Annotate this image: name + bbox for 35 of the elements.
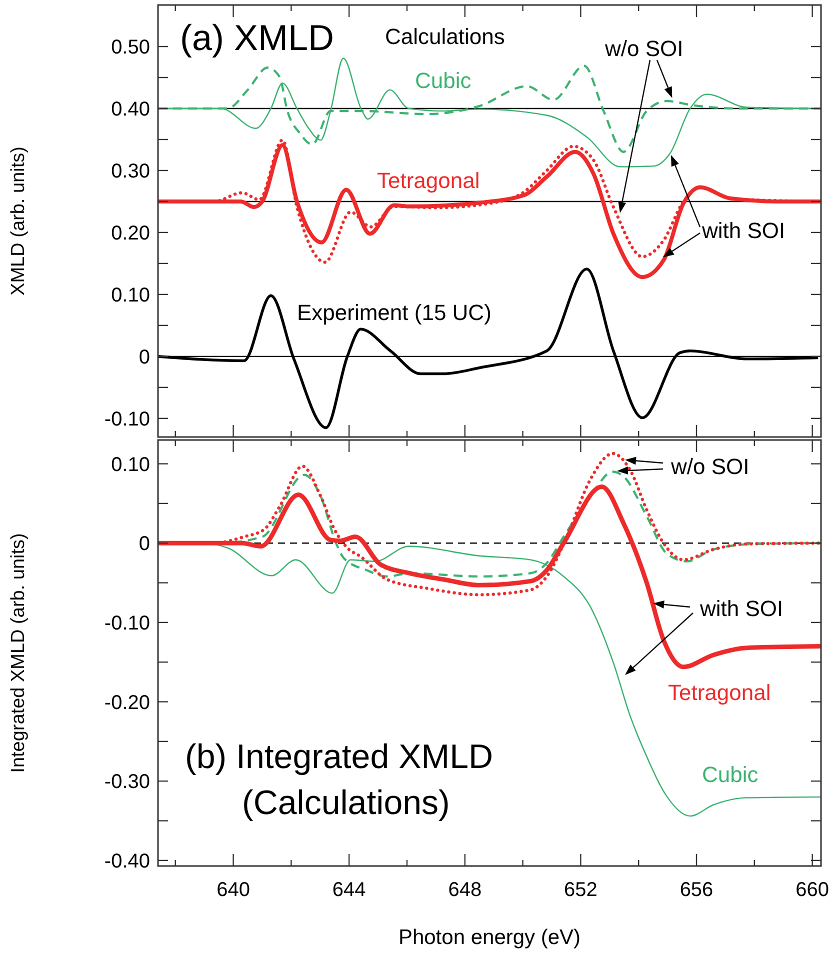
annotation: Cubic	[415, 68, 472, 93]
annotation: with SOI	[699, 596, 784, 621]
annotation: w/o SOI	[604, 36, 684, 61]
y-tick-label: 0.50	[111, 36, 150, 59]
y-tick-label: 0.40	[111, 98, 150, 121]
x-tick-label: 652	[564, 879, 598, 901]
x-tick-label: 656	[680, 879, 714, 901]
annotation: (b) Integrated XMLD	[185, 738, 494, 776]
annotation: Tetragonal	[377, 168, 480, 193]
annotation: Tetragonal	[668, 680, 771, 705]
y-axis-title: XMLD (arb. units)	[8, 146, 29, 296]
y-tick-label: 0	[138, 346, 150, 368]
x-tick-label: 660	[796, 879, 829, 901]
annotation: Cubic	[702, 762, 758, 787]
annotation: Calculations	[385, 24, 505, 49]
annotation: (a) XMLD	[180, 17, 334, 58]
y-tick-label: 0.10	[111, 284, 150, 306]
y-tick-label: -0.40	[104, 850, 150, 872]
x-tick-label: 648	[448, 879, 482, 901]
annotation: with SOI	[701, 218, 786, 243]
annotation: Experiment (15 UC)	[297, 300, 492, 325]
annotation: (Calculations)	[242, 784, 450, 822]
y-tick-label: -0.20	[104, 692, 150, 714]
x-axis-title: Photon energy (eV)	[398, 926, 581, 949]
y-tick-label: 0.10	[111, 454, 150, 476]
annotation: w/o SOI	[670, 454, 750, 479]
y-tick-label: -0.10	[104, 408, 150, 430]
y-axis-title: Integrated XMLD (arb. units)	[8, 533, 29, 773]
y-tick-label: 0.30	[111, 160, 150, 182]
y-tick-label: 0	[138, 533, 150, 556]
y-tick-label: 0.20	[111, 222, 150, 244]
x-tick-label: 644	[332, 879, 366, 901]
y-tick-label: -0.30	[104, 771, 150, 794]
y-tick-label: -0.10	[104, 612, 150, 634]
x-tick-label: 640	[216, 879, 250, 901]
